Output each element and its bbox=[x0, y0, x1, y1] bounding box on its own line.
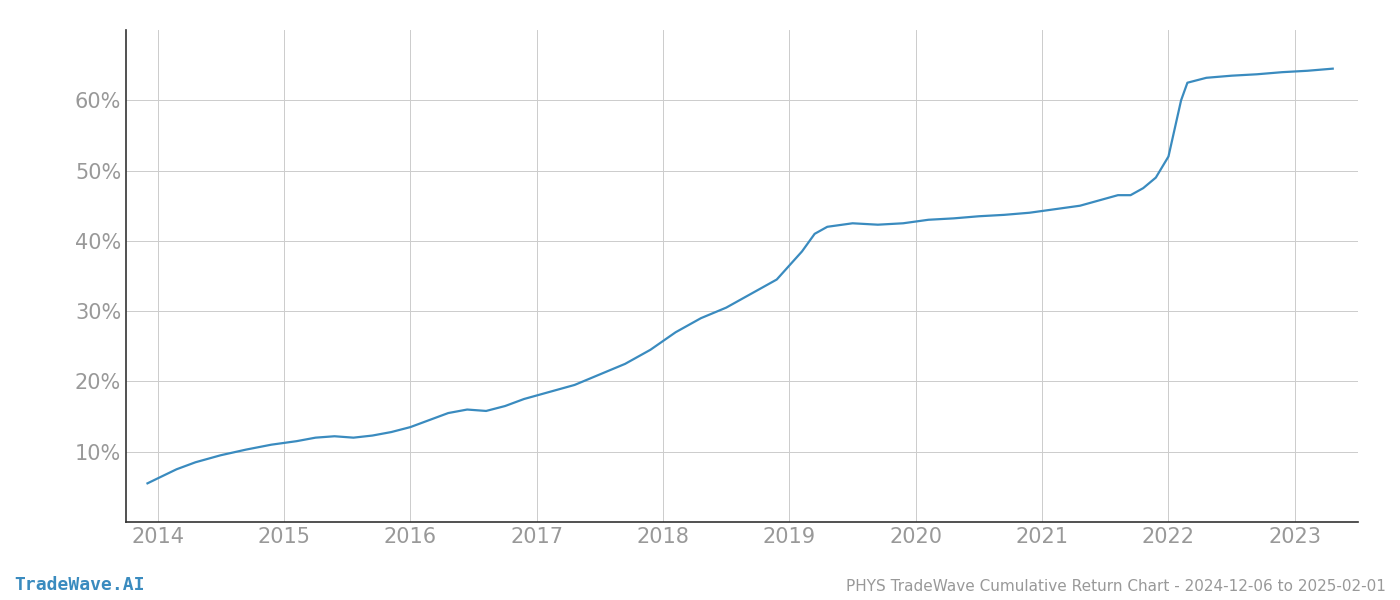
Text: TradeWave.AI: TradeWave.AI bbox=[14, 576, 144, 594]
Text: PHYS TradeWave Cumulative Return Chart - 2024-12-06 to 2025-02-01: PHYS TradeWave Cumulative Return Chart -… bbox=[846, 579, 1386, 594]
